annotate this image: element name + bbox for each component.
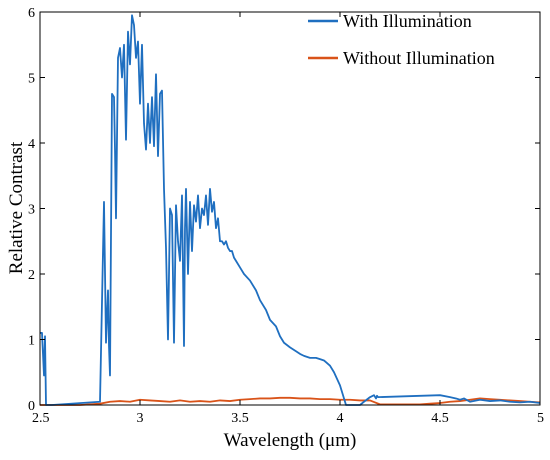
series-line-without-illumination	[40, 396, 541, 406]
y-tick-label: 6	[28, 6, 35, 21]
legend-label-with-illumination: With Illumination	[343, 11, 472, 31]
x-tick-label: 5	[537, 411, 544, 426]
x-tick-label: 3	[137, 411, 144, 426]
y-tick-label: 3	[28, 203, 35, 218]
series-line-with-illumination	[40, 14, 541, 406]
y-tick-label: 0	[28, 399, 35, 414]
y-axis-label: Relative Contrast	[6, 141, 27, 274]
x-axis-label: Wavelength (μm)	[224, 430, 357, 451]
legend-label-without-illumination: Without Illumination	[343, 48, 495, 68]
y-tick-label: 1	[28, 334, 35, 349]
x-tick-label: 2.5	[32, 411, 50, 426]
x-tick-label: 4	[337, 411, 344, 426]
plot-area-frame	[39, 11, 541, 406]
y-tick-label: 5	[28, 72, 35, 87]
y-tick-label: 2	[28, 268, 35, 283]
y-tick-label: 4	[28, 137, 35, 152]
legend: With Illumination Without Illumination	[308, 11, 495, 68]
x-tick-label: 4.5	[431, 411, 449, 426]
x-tick-label: 3.5	[231, 411, 249, 426]
